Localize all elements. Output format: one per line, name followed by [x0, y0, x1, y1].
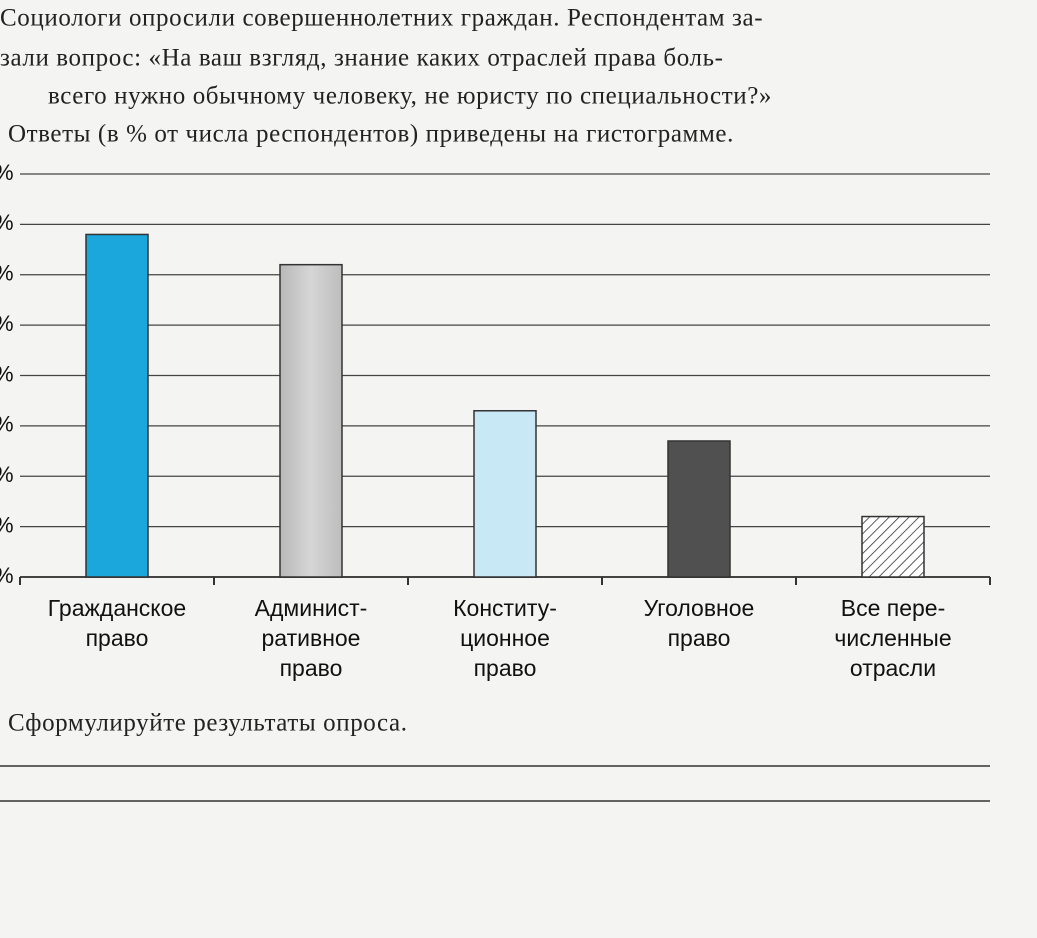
y-tick-label: % [0, 512, 14, 537]
task: Сформулируйте результаты опроса. [8, 710, 408, 737]
y-tick-label: % [0, 563, 14, 588]
x-tick-label: право [668, 625, 731, 651]
question-line: Ответы (в % от числа респондентов) приве… [8, 121, 734, 148]
y-tick-label: % [0, 210, 14, 235]
x-tick-label: Гражданское [48, 595, 186, 621]
x-tick-label: право [474, 655, 537, 681]
x-tick-label: Конститу- [453, 595, 557, 621]
bar [667, 440, 731, 578]
y-tick-label: % [0, 462, 14, 487]
x-tick-label: ционное [460, 625, 550, 651]
bar [473, 410, 537, 578]
question-line: зали вопрос: «На ваш взгляд, знание каки… [0, 45, 724, 72]
bar [85, 233, 149, 578]
y-tick-label: % [0, 361, 14, 386]
x-tick-label: Уголовное [644, 595, 755, 621]
x-tick-label: ративное [262, 625, 361, 651]
chart: %%%%%%%%% Гражданское право Админист-ративн… [0, 160, 991, 681]
x-tick-label: право [86, 625, 149, 651]
bar [279, 263, 343, 578]
x-tick-label: право [280, 655, 343, 681]
y-tick-label: % [0, 261, 14, 286]
y-tick-label: % [0, 311, 14, 336]
x-tick-label: отрасли [850, 655, 936, 681]
y-tick-label: % [0, 412, 14, 437]
x-tick-label: Все пере- [841, 595, 946, 621]
question-line: Социологи опросили совершеннолетних граж… [0, 5, 763, 32]
x-tick-label: численные [834, 625, 951, 651]
question-line: всего нужно обычному человеку, не юристу… [48, 83, 772, 110]
x-tick-label: Админист- [255, 595, 368, 621]
y-tick-label: % [0, 160, 14, 185]
bar [861, 515, 925, 578]
